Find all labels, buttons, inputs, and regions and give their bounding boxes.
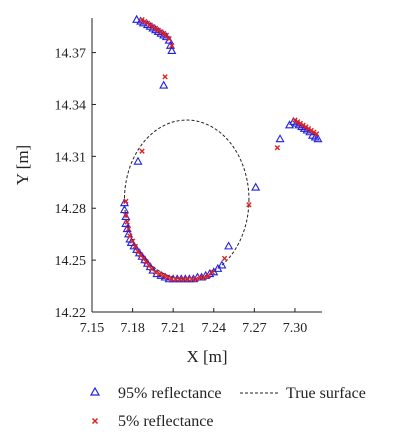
data-point-5 (166, 36, 172, 42)
data-point-5 (132, 243, 138, 249)
x-tick-label: 7.21 (161, 321, 186, 336)
data-point-95 (224, 241, 234, 250)
legend-marker-cross (91, 417, 99, 425)
data-point-5 (165, 274, 171, 281)
data-point-5 (129, 238, 136, 244)
data-point-5 (209, 269, 216, 275)
y-tick-label: 14.37 (55, 47, 87, 62)
legend-label-95: 95% reflectance (118, 385, 221, 402)
x-tick-label: 7.15 (80, 321, 105, 336)
data-point-5 (181, 276, 187, 282)
x-ticks: 7.15 7.18 7.21 7.24 7.27 7.30 (80, 308, 307, 336)
data-point-5 (185, 276, 191, 282)
data-point-5 (139, 148, 145, 154)
data-point-5 (124, 219, 130, 225)
data-point-5 (156, 271, 163, 277)
data-point-5 (169, 276, 175, 282)
data-point-5 (123, 198, 129, 205)
data-point-5 (123, 212, 129, 218)
data-point-5 (197, 274, 203, 281)
legend-marker-triangle (89, 386, 101, 396)
y-ticks: 14.22 14.25 14.28 14.31 14.34 14.37 (55, 47, 96, 321)
data-point-5 (221, 255, 228, 262)
x-tick-label: 7.24 (202, 321, 227, 336)
data-point-5 (274, 145, 281, 151)
data-point-95 (133, 156, 143, 165)
x-axis-label: X [m] (186, 347, 227, 366)
data-point-5 (189, 276, 195, 282)
data-point-5 (313, 131, 320, 137)
x-tick-label: 7.18 (120, 321, 145, 336)
data-point-5 (161, 272, 167, 279)
legend-label-true-surface: True surface (286, 385, 366, 402)
data-point-5 (152, 269, 159, 275)
data-point-95 (167, 45, 177, 55)
data-point-95 (217, 260, 227, 269)
data-point-95 (251, 182, 261, 191)
data-point-5 (125, 226, 132, 232)
legend-entry-95: 95% reflectance (89, 385, 221, 402)
data-point-95 (275, 134, 285, 143)
data-point-95 (132, 14, 142, 23)
data-point-5 (162, 74, 168, 80)
legend-entry-true-surface: True surface (240, 385, 366, 402)
data-point-5 (127, 233, 133, 239)
legend-entry-5: 5% reflectance (91, 413, 213, 430)
y-tick-label: 14.22 (55, 306, 87, 321)
data-point-95 (313, 134, 323, 143)
data-point-5 (205, 272, 212, 279)
y-tick-label: 14.34 (55, 98, 87, 113)
y-axis-label: Y [m] (13, 145, 32, 185)
x-tick-label: 7.30 (283, 321, 308, 336)
y-tick-label: 14.28 (55, 202, 87, 217)
data-point-5 (177, 276, 183, 282)
legend: 95% reflectance 5% reflectance True surf… (89, 385, 366, 430)
data-point-95 (159, 80, 169, 89)
data-point-95 (119, 205, 130, 214)
x-tick-label: 7.27 (242, 321, 267, 336)
data-point-5 (193, 276, 199, 282)
data-point-5 (173, 276, 179, 282)
y-tick-label: 14.25 (55, 254, 87, 269)
legend-label-5: 5% reflectance (118, 413, 213, 430)
data-point-5 (201, 274, 207, 281)
data-point-5 (148, 266, 155, 272)
series-layer (119, 14, 323, 283)
data-point-5 (169, 42, 175, 49)
y-tick-label: 14.31 (55, 150, 87, 165)
data-point-5 (246, 202, 252, 208)
